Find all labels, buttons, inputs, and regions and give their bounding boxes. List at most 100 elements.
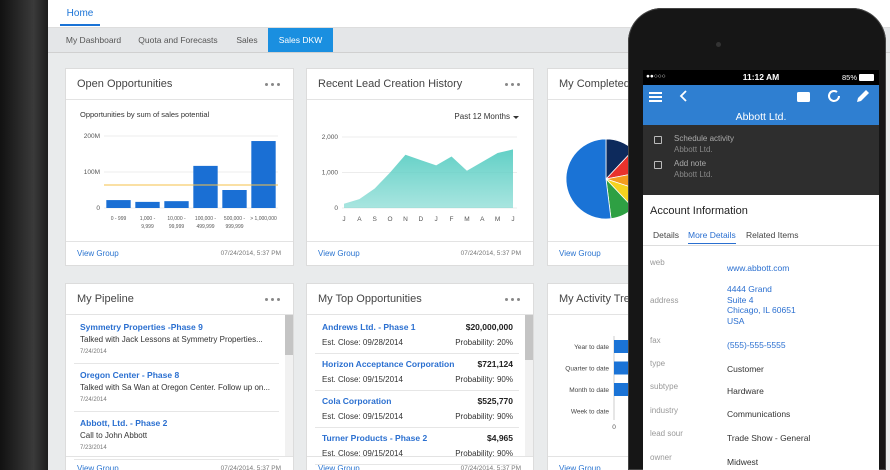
pipeline-title[interactable]: Symmetry Properties -Phase 9 xyxy=(80,322,203,332)
field-value[interactable]: Chicago, IL 60651 xyxy=(727,305,796,315)
opportunity-close: Est. Close: 09/28/2014 xyxy=(322,338,403,347)
opportunity-probability: Probability: 20% xyxy=(455,338,513,347)
x-tick-label: S xyxy=(373,216,378,223)
home-tab[interactable]: Home xyxy=(60,8,100,26)
opportunity-close: Est. Close: 09/15/2014 xyxy=(322,412,403,421)
bar xyxy=(106,200,131,208)
pipeline-date: 7/24/2014 xyxy=(80,397,107,403)
card-header xyxy=(66,284,293,315)
opportunity-probability: Probability: 90% xyxy=(455,375,513,384)
pipeline-text: Talked with Sa Wan at Oregon Center. Fol… xyxy=(80,383,271,392)
scroll-thumb[interactable] xyxy=(285,315,293,355)
opportunity-title[interactable]: Andrews Ltd. - Phase 1 xyxy=(322,322,416,332)
activity-icon xyxy=(654,136,662,144)
card-title: Recent Lead Creation History xyxy=(318,78,463,90)
opportunity-title[interactable]: Turner Products - Phase 2 xyxy=(322,433,428,443)
detail-tab[interactable]: Related Items xyxy=(746,230,799,240)
item-rule xyxy=(74,363,279,364)
bar xyxy=(135,201,160,208)
pipeline-title[interactable]: Abbott, Ltd. - Phase 2 xyxy=(80,418,168,428)
tablet-bezel xyxy=(0,0,48,470)
period-dropdown[interactable]: Past 12 Months xyxy=(454,112,519,121)
clock: 11:12 AM xyxy=(742,72,780,82)
card-menu[interactable] xyxy=(505,298,523,302)
sub-tab[interactable]: Sales DKW xyxy=(268,28,333,52)
view-group-link[interactable]: View Group xyxy=(559,464,601,470)
x-tick-label: M xyxy=(495,216,500,223)
opportunity-title[interactable]: Cola Corporation xyxy=(322,396,392,406)
bar xyxy=(164,201,189,208)
view-group-link[interactable]: View Group xyxy=(77,249,119,258)
card-title: My Pipeline xyxy=(77,293,134,305)
menu-dot xyxy=(271,83,274,86)
field-value: Trade Show - General xyxy=(727,433,811,443)
opportunity-probability: Probability: 90% xyxy=(455,449,513,458)
view-group-link[interactable]: View Group xyxy=(77,464,119,470)
footer-rule xyxy=(307,456,533,457)
x-tick-label: A xyxy=(480,216,485,223)
activity-title[interactable]: Schedule activity xyxy=(674,134,735,143)
bar xyxy=(251,141,276,208)
tabs-rule xyxy=(643,245,879,246)
card-menu[interactable] xyxy=(265,83,283,87)
activity-title[interactable]: Add note xyxy=(674,159,707,168)
card-title: Open Opportunities xyxy=(77,78,173,90)
menu-icon-line xyxy=(649,100,662,102)
x-tick-label: D xyxy=(418,216,423,223)
x-tick-label: > 1,000,000 xyxy=(250,216,277,222)
x-tick-label: J xyxy=(342,216,345,223)
pipeline-title[interactable]: Oregon Center - Phase 8 xyxy=(80,370,180,380)
opportunity-amount: $525,770 xyxy=(477,396,513,406)
field-label: address xyxy=(650,296,679,305)
y-tick-label: 200M xyxy=(84,133,100,140)
view-group-link[interactable]: View Group xyxy=(559,249,601,258)
x-tick-label: 0 - 999 xyxy=(110,216,127,222)
activity-sub: Abbott Ltd. xyxy=(674,170,713,179)
refresh-icon xyxy=(828,90,840,102)
view-group-link[interactable]: View Group xyxy=(318,464,360,470)
card-menu[interactable] xyxy=(505,83,523,87)
field-value[interactable]: Suite 4 xyxy=(727,294,754,305)
y-tick-label: Quarter to date xyxy=(565,366,609,373)
menu-dot xyxy=(511,298,514,301)
card-header xyxy=(307,69,533,100)
x-tick-label: N xyxy=(403,216,408,223)
card-header xyxy=(66,69,293,100)
chart: 0 100M 200M xyxy=(84,133,278,212)
card-menu[interactable] xyxy=(265,298,283,302)
dropdown-text: Past 12 Months xyxy=(454,112,510,121)
field-label: subtype xyxy=(650,382,679,391)
briefcase-icon xyxy=(797,92,810,102)
field-label: web xyxy=(650,258,665,267)
card: My Pipeline View Group 07/24/2014, 5:37 PM… xyxy=(65,283,294,470)
y-tick-label: 2,000 xyxy=(322,134,339,141)
detail-tab[interactable]: More Details xyxy=(688,230,736,244)
sub-tab[interactable]: My Dashboard xyxy=(65,35,122,45)
menu-dot xyxy=(517,83,520,86)
chart: 0 1,000 2,000 J A S O N D J F M A M J xyxy=(322,134,517,223)
scroll-track xyxy=(285,315,293,456)
x-tick-label: 0 xyxy=(612,424,616,431)
opportunity-amount: $721,124 xyxy=(477,359,513,369)
detail-tab[interactable]: Details xyxy=(653,230,679,240)
pipeline-date: 7/23/2014 xyxy=(80,445,107,451)
opportunity-title[interactable]: Horizon Acceptance Corporation xyxy=(322,359,455,369)
view-group-link[interactable]: View Group xyxy=(318,249,360,258)
field-value[interactable]: 4444 Grand xyxy=(727,284,772,294)
menu-dot xyxy=(265,83,268,86)
x-tick-label: 10,000 - 99,999 xyxy=(167,216,186,230)
pipeline-text: Talked with Jack Lessons at Symmetry Pro… xyxy=(80,335,263,344)
field-value: Customer xyxy=(727,364,764,374)
status-bar xyxy=(643,70,879,85)
field-value[interactable]: USA xyxy=(727,315,745,326)
field-label: industry xyxy=(650,406,679,415)
field-value: Midwest xyxy=(727,457,759,467)
opportunity-amount: $4,965 xyxy=(487,433,513,443)
sub-tab[interactable]: Quota and Forecasts xyxy=(138,35,218,45)
sub-tab[interactable]: Sales xyxy=(236,35,258,45)
section-title: Account Information xyxy=(650,205,748,217)
field-value[interactable]: www.abbott.com xyxy=(727,263,790,273)
field-value[interactable]: (555)-555-5555 xyxy=(727,340,786,350)
scroll-thumb[interactable] xyxy=(525,315,533,360)
record-title: Abbott Ltd. xyxy=(735,111,787,123)
